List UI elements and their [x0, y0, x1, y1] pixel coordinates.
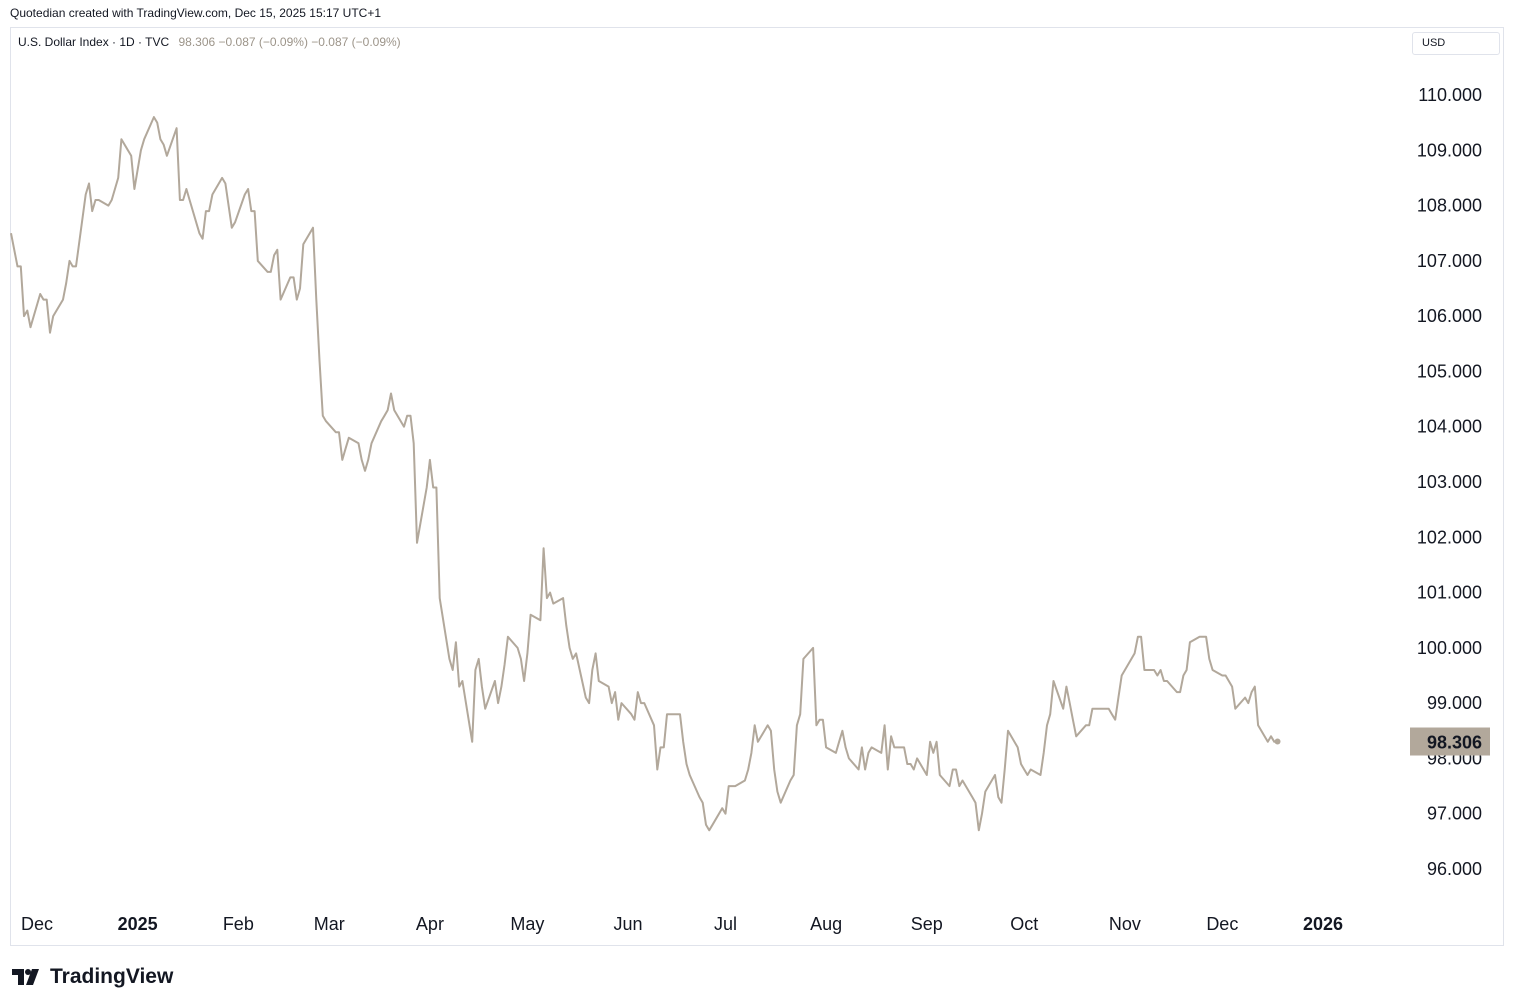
x-axis: Dec 2025 Feb Mar Apr May Jun Jul Aug Sep Oct Nov Dec… [21, 914, 1343, 934]
x-tick-label: Jul [714, 914, 737, 934]
series-line [10, 116, 1278, 832]
x-tick-label: Nov [1109, 914, 1141, 934]
y-axis: 96.00097.00098.00099.000100.000101.00010… [1417, 85, 1482, 879]
x-tick-label: May [510, 914, 544, 934]
tradingview-logo-icon [12, 969, 39, 985]
y-tick-label: 106.000 [1417, 306, 1482, 326]
last-price-tag-box [1410, 727, 1490, 756]
x-tick-label: Oct [1010, 914, 1038, 934]
x-tick-label: Jun [614, 914, 643, 934]
y-tick-label: 102.000 [1417, 527, 1482, 547]
chart-credit: Quotedian created with TradingView.com, … [10, 6, 381, 20]
currency-button[interactable]: USD [1412, 32, 1500, 55]
series-layer [10, 116, 1281, 832]
tradingview-logo[interactable]: TradingView [12, 965, 173, 989]
y-tick-label: 99.000 [1427, 693, 1482, 713]
x-tick-label: Dec [21, 914, 53, 934]
y-tick-label: 96.000 [1427, 859, 1482, 879]
y-tick-label: 103.000 [1417, 472, 1482, 492]
last-point-marker [1274, 738, 1281, 745]
x-tick-label: Feb [223, 914, 254, 934]
symbol-values: 98.306 −0.087 (−0.09%) −0.087 (−0.09%) [178, 35, 401, 49]
y-tick-label: 105.000 [1417, 361, 1482, 381]
x-tick-label: Sep [911, 914, 943, 934]
y-tick-label: 101.000 [1417, 583, 1482, 603]
last-price-tag: 98.306 [1410, 727, 1490, 756]
y-tick-label: 104.000 [1417, 417, 1482, 437]
x-tick-label: Apr [416, 914, 444, 934]
y-tick-label: 97.000 [1427, 804, 1482, 824]
chart-frame [10, 27, 1504, 946]
x-tick-label: Aug [810, 914, 842, 934]
y-tick-label: 110.000 [1418, 85, 1482, 105]
symbol-title: U.S. Dollar Index · 1D · TVC [18, 35, 170, 49]
x-tick-label: Dec [1206, 914, 1238, 934]
symbol-legend[interactable]: U.S. Dollar Index · 1D · TVC 98.306 −0.0… [18, 35, 401, 49]
y-tick-label: 100.000 [1417, 638, 1482, 658]
y-tick-label: 109.000 [1417, 140, 1482, 160]
x-tick-label: 2026 [1303, 914, 1343, 934]
tradingview-logo-text: TradingView [50, 965, 174, 988]
last-price-label: 98.306 [1427, 733, 1482, 753]
x-tick-label: 2025 [118, 914, 158, 934]
y-tick-label: 108.000 [1417, 196, 1482, 216]
x-tick-label: Mar [314, 914, 345, 934]
y-tick-label: 107.000 [1417, 251, 1482, 271]
